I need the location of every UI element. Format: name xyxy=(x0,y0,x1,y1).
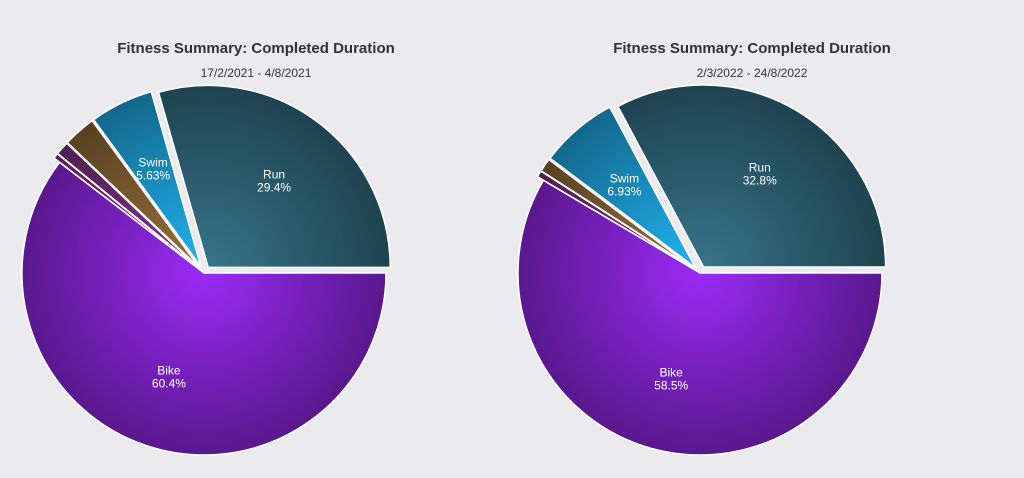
chart-title: Fitness Summary: Completed Duration xyxy=(613,40,891,57)
pie-slice-bike[interactable] xyxy=(517,179,883,456)
pie-slice-swim[interactable] xyxy=(548,106,697,269)
chart-subtitle: 2/3/2022 - 24/8/2022 xyxy=(696,66,808,80)
pie-chart-2021: Fitness Summary: Completed Duration 17/2… xyxy=(21,40,395,456)
pie-slice-run[interactable] xyxy=(616,84,887,268)
slice-label: Bike xyxy=(660,365,684,379)
slice-percent: 32.8% xyxy=(743,173,777,187)
slice-label: Swim xyxy=(610,172,639,186)
pie-slice-other-2[interactable] xyxy=(66,119,200,269)
chart-title: Fitness Summary: Completed Duration xyxy=(117,40,395,57)
pie-chart-2022: Fitness Summary: Completed Duration 2/3/… xyxy=(496,0,1008,478)
pie-slice-other-4[interactable] xyxy=(52,152,199,270)
slice-percent: 5.63% xyxy=(136,169,170,183)
chart-subtitle: 17/2/2021 - 4/8/2021 xyxy=(200,66,312,80)
slice-label: Run xyxy=(263,167,285,181)
slice-label: Swim xyxy=(138,156,167,170)
slice-percent: 29.4% xyxy=(257,180,291,194)
pie-slice-swim[interactable] xyxy=(92,90,202,268)
pie-slice-bike[interactable] xyxy=(21,161,387,456)
pie-slice-run[interactable] xyxy=(157,84,391,269)
slice-percent: 60.4% xyxy=(152,376,186,390)
pie-slice-other-3[interactable] xyxy=(536,170,695,270)
slice-percent: 6.93% xyxy=(607,185,641,199)
slice-label: Run xyxy=(749,160,771,174)
slice-percent: 58.5% xyxy=(654,378,688,392)
slice-label: Bike xyxy=(157,363,181,377)
